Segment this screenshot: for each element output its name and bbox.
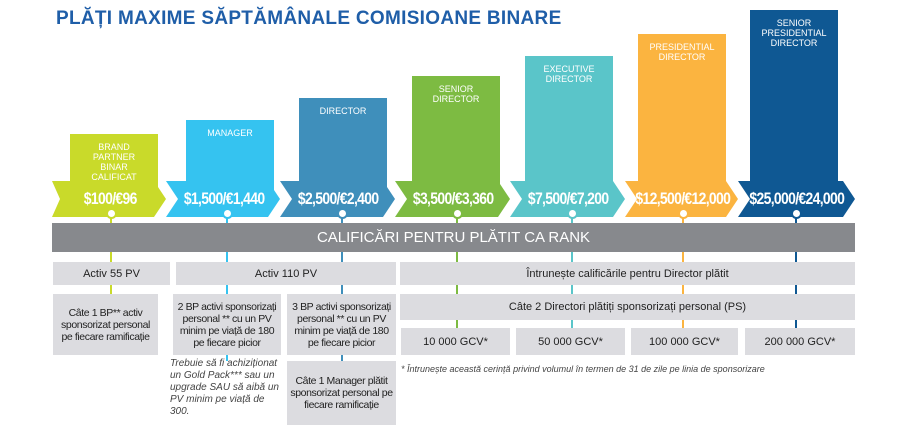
req-directors2: Câte 2 Directori plătiți sponsorizați pe… (400, 294, 855, 320)
rank-pillar: BRAND PARTNER BINAR CALIFICAT (70, 134, 158, 190)
rank-pay: $12,500/€12,000 (635, 189, 730, 208)
connector-line (571, 320, 573, 328)
rank-pay: $2,500/€2,400 (298, 189, 379, 208)
timeline-dot-icon (567, 208, 578, 219)
connector-line (682, 320, 684, 328)
connector-line (682, 285, 684, 294)
gcv-10000: 10 000 GCV* (401, 328, 510, 355)
rank-pay: $7,500/€7,200 (528, 189, 609, 208)
rank-name: MANAGER (207, 128, 253, 138)
rank-pillar: MANAGER (186, 120, 274, 190)
rank-pillar: DIRECTOR (299, 98, 387, 190)
connector-line (226, 285, 228, 294)
rank-pay: $25,000/€24,000 (749, 189, 844, 208)
gcv-100000: 100 000 GCV* (631, 328, 738, 355)
rank-pay: $3,500/€3,360 (413, 189, 494, 208)
connector-line (571, 285, 573, 294)
rank-pillar: PRESIDENTIAL DIRECTOR (638, 34, 726, 190)
timeline-dot-icon (791, 208, 802, 219)
rank-pillar: EXECUTIVE DIRECTOR (525, 56, 613, 190)
gold-pack-note: Trebuie să fi achiziționat un Gold Pack*… (170, 358, 279, 417)
timeline-dot-icon (222, 208, 233, 219)
req-activ-55: Activ 55 PV (53, 262, 170, 285)
timeline-dot-icon (452, 208, 463, 219)
req-bp3: 3 BP activi sponsorizați personal ** cu … (287, 294, 396, 355)
req-bp2: 2 BP activi sponsorizați personal ** cu … (173, 294, 281, 355)
connector-line (795, 320, 797, 328)
qualifications-banner: CALIFICĂRI PENTRU PLĂTIT CA RANK (52, 223, 855, 252)
req-director-quals: Întrunește calificările pentru Director … (400, 262, 855, 285)
rank-name: SENIOR PRESIDENTIAL DIRECTOR (761, 18, 827, 48)
gcv-50000: 50 000 GCV* (516, 328, 625, 355)
rank-pillar: SENIOR DIRECTOR (412, 76, 500, 190)
req-activ-110: Activ 110 PV (176, 262, 396, 285)
rank-pay: $100/€96 (83, 189, 138, 208)
rank-name: SENIOR DIRECTOR (432, 84, 480, 104)
gcv-200000: 200 000 GCV* (745, 328, 855, 355)
req-bp1: Câte 1 BP** activ sponsorizat personal p… (53, 294, 158, 355)
footnote: * Întrunește această cerință privind vol… (401, 364, 765, 374)
rank-pay-arrow: $7,500/€7,200 (510, 181, 625, 217)
timeline-dot-icon (678, 208, 689, 219)
connector-line (456, 320, 458, 328)
rank-name: EXECUTIVE DIRECTOR (543, 64, 595, 84)
timeline-dot-icon (337, 208, 348, 219)
connector-line (341, 355, 343, 361)
timeline-dot-icon (106, 208, 117, 219)
connector-line (795, 285, 797, 294)
rank-name: PRESIDENTIAL DIRECTOR (649, 42, 715, 62)
connector-line (456, 285, 458, 294)
rank-pillar: SENIOR PRESIDENTIAL DIRECTOR (750, 10, 838, 190)
page-title: PLĂȚI MAXIME SĂPTĂMÂNALE COMISIOANE BINA… (56, 8, 562, 29)
rank-name: DIRECTOR (319, 106, 367, 116)
connector-line (226, 355, 228, 361)
rank-pay-arrow: $2,500/€2,400 (280, 181, 395, 217)
connector-line (341, 285, 343, 294)
req-manager1: Câte 1 Manager plătit sponsorizat person… (287, 361, 396, 425)
rank-name: BRAND PARTNER BINAR CALIFICAT (91, 142, 137, 182)
rank-pay: $1,500/€1,440 (183, 189, 265, 208)
connector-line (110, 285, 112, 294)
